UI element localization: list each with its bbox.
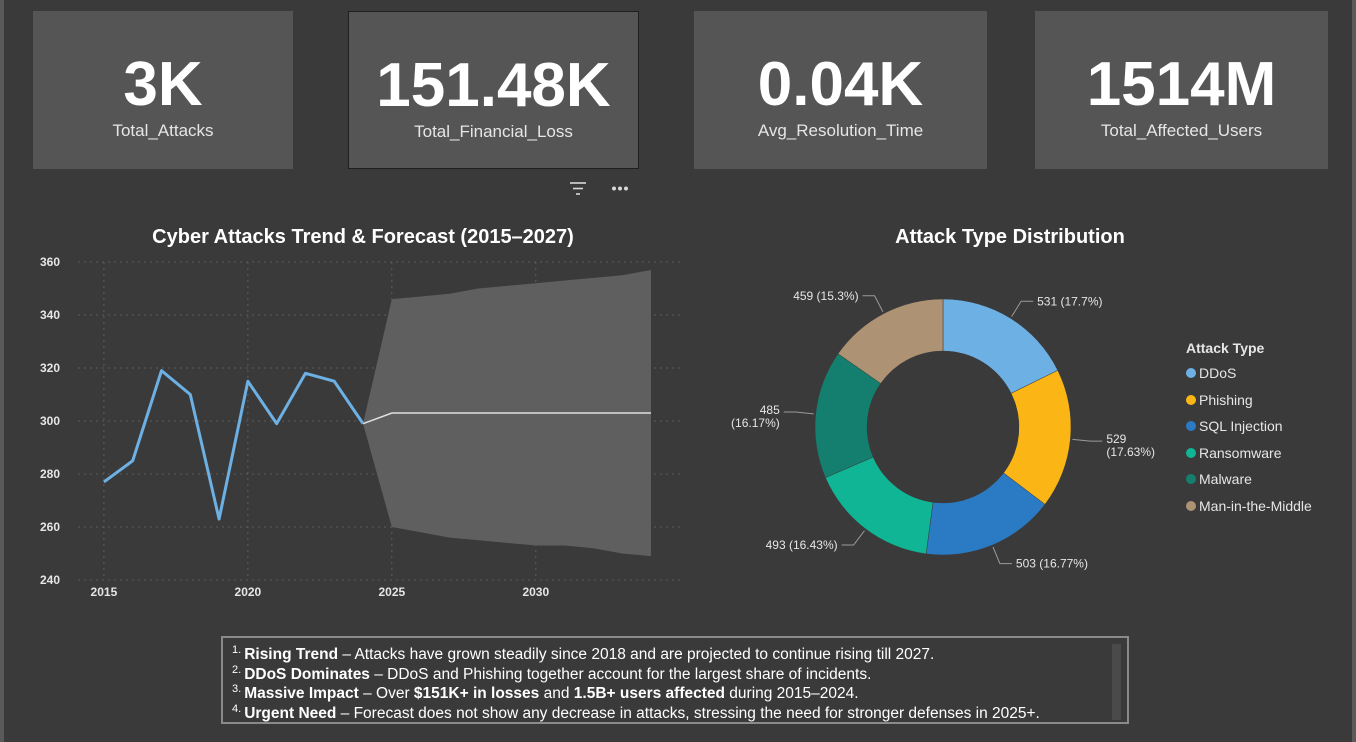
donut-slice-man-in-the-middle[interactable] (837, 298, 944, 384)
donut-chart-title: Attack Type Distribution (895, 226, 1125, 248)
attacks-series-line[interactable] (103, 369, 365, 521)
insight-number: 1. (232, 644, 242, 656)
data-label: 503 (16.77%) (1016, 557, 1088, 571)
canvas-left-border (0, 0, 4, 742)
legend-title: Attack Type (1186, 340, 1265, 356)
filter-icon[interactable] (566, 178, 590, 200)
kpi-label: Avg_Resolution_Time (757, 121, 924, 140)
insight-bold-text: Massive Impact (244, 685, 359, 703)
legend-label: DDoS (1199, 365, 1237, 382)
insight-text: – DDoS and Phishing together account for… (369, 665, 872, 683)
trend-chart-title: Cyber Attacks Trend & Forecast (2015–202… (152, 226, 574, 248)
legend-label: Man-in-the-Middle (1199, 497, 1312, 514)
insight-text: – Forecast does not show any decrease in… (336, 704, 1040, 722)
legend-marker (1186, 474, 1196, 485)
leader-line (1072, 438, 1103, 442)
kpi-value: 0.04K (757, 50, 924, 119)
legend-marker (1186, 394, 1196, 405)
kpi-label: Total_Financial_Loss (414, 122, 573, 141)
legend-label: Ransomware (1199, 444, 1282, 461)
legend-marker (1186, 421, 1196, 432)
legend-label: Malware (1199, 471, 1252, 488)
insights-text-box[interactable]: 1. Rising Trend – Attacks have grown stea… (221, 636, 1129, 724)
insight-text: during 2015–2024. (724, 685, 859, 703)
kpi-value: 151.48K (376, 51, 611, 120)
data-label: 529 (17.63%) (1106, 432, 1155, 459)
legend-marker (1186, 368, 1196, 379)
x-tick-label: 2025 (378, 585, 405, 599)
trend-chart[interactable]: 240 260 280 300 320 340 360 2015 2020 2025 2030 (30, 250, 690, 610)
legend-item-malware[interactable]: Malware (1186, 466, 1312, 493)
attack-type-donut-chart[interactable]: 531 (17.7%) 529 (17.63%) 503 (16.77%) 493 (1… (700, 260, 1180, 600)
kpi-value: 1514M (1086, 50, 1277, 119)
y-tick-label: 320 (40, 361, 60, 375)
leader-line (862, 295, 884, 312)
insight-line: 3. Massive Impact – Over $151K+ in losses… (232, 683, 859, 703)
legend-item-sql-injection[interactable]: SQL Injection (1186, 413, 1312, 440)
canvas-right-border (1352, 0, 1356, 742)
insight-bold-text: Urgent Need (244, 704, 337, 722)
y-tick-label: 260 (40, 520, 60, 534)
insight-text: – Attacks have grown steadily since 2018… (338, 646, 935, 664)
legend-label: Phishing (1199, 391, 1253, 408)
legend-item-ransomware[interactable]: Ransomware (1186, 440, 1312, 467)
insight-number: 3. (232, 683, 242, 695)
insight-line: 2. DDoS Dominates – DDoS and Phishing tog… (232, 664, 871, 684)
donut-legend: Attack Type DDoS Phishing SQL Injection Ran… (1186, 340, 1312, 519)
y-tick-label: 280 (40, 467, 60, 481)
data-label: 531 (17.7%) (1037, 294, 1102, 308)
insight-bold-text: Rising Trend (244, 646, 339, 664)
data-label: 493 (16.43%) (766, 538, 838, 552)
legend-item-ddos[interactable]: DDoS (1186, 360, 1312, 387)
y-tick-label: 300 (40, 414, 60, 428)
legend-item-man-in-the-middle[interactable]: Man-in-the-Middle (1186, 493, 1312, 520)
data-label: 459 (15.3%) (793, 289, 858, 303)
y-tick-label: 360 (40, 255, 60, 269)
legend-marker (1186, 500, 1196, 511)
more-options-icon[interactable] (608, 178, 632, 200)
data-label: 485 (16.17%) (731, 403, 780, 430)
donut-slice-ransomware[interactable] (825, 456, 934, 555)
x-tick-label: 2015 (91, 585, 118, 599)
insight-line: 1. Rising Trend – Attacks have grown stea… (232, 644, 934, 664)
forecast-line (362, 412, 651, 425)
x-tick-label: 2020 (235, 585, 262, 599)
insight-text: and (539, 685, 574, 703)
leader-line (841, 530, 865, 546)
visual-header (566, 178, 636, 200)
kpi-label: Total_Attacks (112, 121, 214, 140)
insight-bold-text: 1.5B+ users affected (573, 685, 725, 703)
x-tick-label: 2030 (522, 585, 549, 599)
legend-label: SQL Injection (1199, 418, 1283, 435)
leader-line (1011, 300, 1034, 317)
kpi-card-total-attacks[interactable]: 3K Total_Attacks (33, 11, 293, 169)
kpi-card-total-affected-users[interactable]: 1514M Total_Affected_Users (1035, 11, 1328, 169)
insight-bold-text: DDoS Dominates (244, 665, 370, 683)
insight-number: 4. (232, 702, 242, 715)
insight-line: 4. Urgent Need – Forecast does not show a… (232, 703, 1040, 723)
y-tick-label: 340 (40, 308, 60, 322)
kpi-label: Total_Affected_Users (1100, 121, 1263, 140)
y-tick-label: 240 (40, 573, 60, 587)
legend-item-phishing[interactable]: Phishing (1186, 387, 1312, 414)
kpi-card-total-financial-loss[interactable]: 151.48K Total_Financial_Loss (348, 11, 639, 169)
kpi-value: 3K (123, 50, 203, 119)
leader-line (992, 546, 1012, 565)
notes-scrollbar[interactable] (1112, 644, 1121, 720)
legend-marker (1186, 447, 1196, 458)
insight-text: – Over (358, 685, 414, 703)
kpi-card-avg-resolution-time[interactable]: 0.04K Avg_Resolution_Time (694, 11, 987, 169)
insight-bold-text: $151K+ in losses (413, 685, 540, 703)
leader-line (783, 411, 814, 415)
insight-number: 2. (232, 663, 242, 676)
